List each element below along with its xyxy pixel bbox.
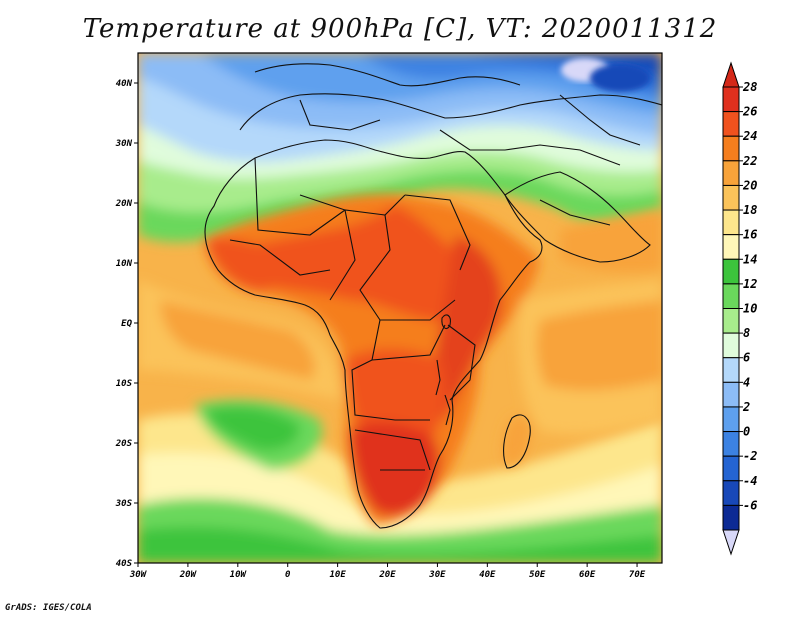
field-south-green-dark <box>138 526 662 563</box>
colorbar-label: 6 <box>743 351 750 365</box>
field-indian-warm <box>536 300 662 391</box>
lon-label: 0 <box>285 570 291 580</box>
colorbar-swatch <box>722 209 740 236</box>
lat-label: 30S <box>115 499 133 509</box>
field-ne-deep-spot <box>590 64 650 92</box>
lat-label: 30N <box>115 139 133 149</box>
field-southern-hot <box>350 423 440 516</box>
colorbar-label: 2 <box>742 400 750 414</box>
lat-label: 40S <box>116 559 133 569</box>
map-title: Temperature at 900hPa [C], VT: 202001131… <box>82 14 718 44</box>
colorbar-swatch <box>722 258 740 285</box>
colorbar-swatch <box>722 332 740 359</box>
colorbar-swatch <box>722 135 740 162</box>
colorbar-bottom-arrow <box>722 529 740 556</box>
lon-label: 10E <box>329 570 346 580</box>
field-atlantic-warm <box>160 300 315 380</box>
colorbar-swatch <box>722 184 740 211</box>
field-east-africa-hot <box>432 235 502 420</box>
lon-label: 30W <box>129 570 148 580</box>
temperature-field <box>138 53 662 563</box>
colorbar-label: 0 <box>743 425 750 439</box>
colorbar-swatch <box>722 455 740 482</box>
colorbar-swatch <box>722 431 740 457</box>
lat-label: 20S <box>115 439 133 449</box>
field-arabian-warm <box>560 210 662 272</box>
plot-frame <box>137 52 663 564</box>
colorbar-label: 24 <box>742 129 757 143</box>
lat-label: EQ <box>121 319 132 329</box>
colorbar-label: 28 <box>742 80 757 94</box>
colorbar-swatch <box>722 111 740 137</box>
lon-label: 10W <box>230 570 248 580</box>
colorbar-swatch <box>722 283 740 309</box>
europe-coast <box>239 93 662 131</box>
colorbar-swatch <box>722 406 740 433</box>
colorbar-swatch <box>722 234 740 260</box>
colorbar-label: 20 <box>742 178 757 192</box>
colorbar-top-arrow <box>722 61 740 88</box>
coastlines <box>204 63 662 529</box>
field-ne-deep <box>560 53 662 75</box>
colorbar-label: 8 <box>743 326 750 340</box>
madagascar-coast <box>503 414 531 469</box>
lon-label: 30E <box>428 570 446 580</box>
africa-coastline <box>204 139 543 529</box>
colorbar-label: 18 <box>743 203 757 217</box>
colorbar-label: 22 <box>742 154 757 168</box>
colorbar-swatch <box>722 480 740 506</box>
europe-coast2 <box>254 63 521 87</box>
colorbar-label: 10 <box>743 302 757 316</box>
field-sw-green2 <box>205 406 300 451</box>
longitude-labels: 30W 20W 10W 0 10E 20E 30E 40E 50E 60E 70E <box>129 570 646 580</box>
lon-label: 40E <box>479 570 496 580</box>
colorbar-label: -2 <box>743 449 757 463</box>
lat-label: 40N <box>116 79 133 89</box>
lon-label: 70E <box>629 570 646 580</box>
colorbar-swatch <box>722 357 740 383</box>
colorbar-swatch <box>722 381 740 408</box>
colorbar-label: 4 <box>743 375 750 389</box>
colorbar-label: -4 <box>743 474 757 488</box>
lat-label: 10N <box>116 259 133 269</box>
colorbar-swatch <box>722 308 740 334</box>
arabia-coast <box>504 171 651 263</box>
lon-label: 20W <box>179 570 198 580</box>
lat-label: 10S <box>116 379 133 389</box>
colorbar-label: 14 <box>743 252 757 266</box>
colorbar-label: 12 <box>743 277 757 291</box>
grads-credit: GrADS: IGES/COLA <box>5 603 92 613</box>
colorbar-label: 26 <box>742 105 757 119</box>
axis-ticks <box>134 82 638 567</box>
lon-label: 20E <box>378 570 396 580</box>
field-sahel-hot <box>215 205 500 326</box>
colorbar-swatch <box>722 160 740 186</box>
lat-label: 20N <box>115 199 133 209</box>
colorbar-swatch <box>722 86 740 113</box>
colorbar-label: -6 <box>743 498 757 512</box>
latitude-labels: 40N 30N 20N 10N EQ 10S 20S 30S 40S <box>115 79 133 569</box>
lon-label: 50E <box>529 570 546 580</box>
field-west-hot <box>205 238 280 290</box>
lon-label: 60E <box>579 570 596 580</box>
colorbar-label: 16 <box>743 228 757 242</box>
colorbar-swatch <box>722 504 740 531</box>
